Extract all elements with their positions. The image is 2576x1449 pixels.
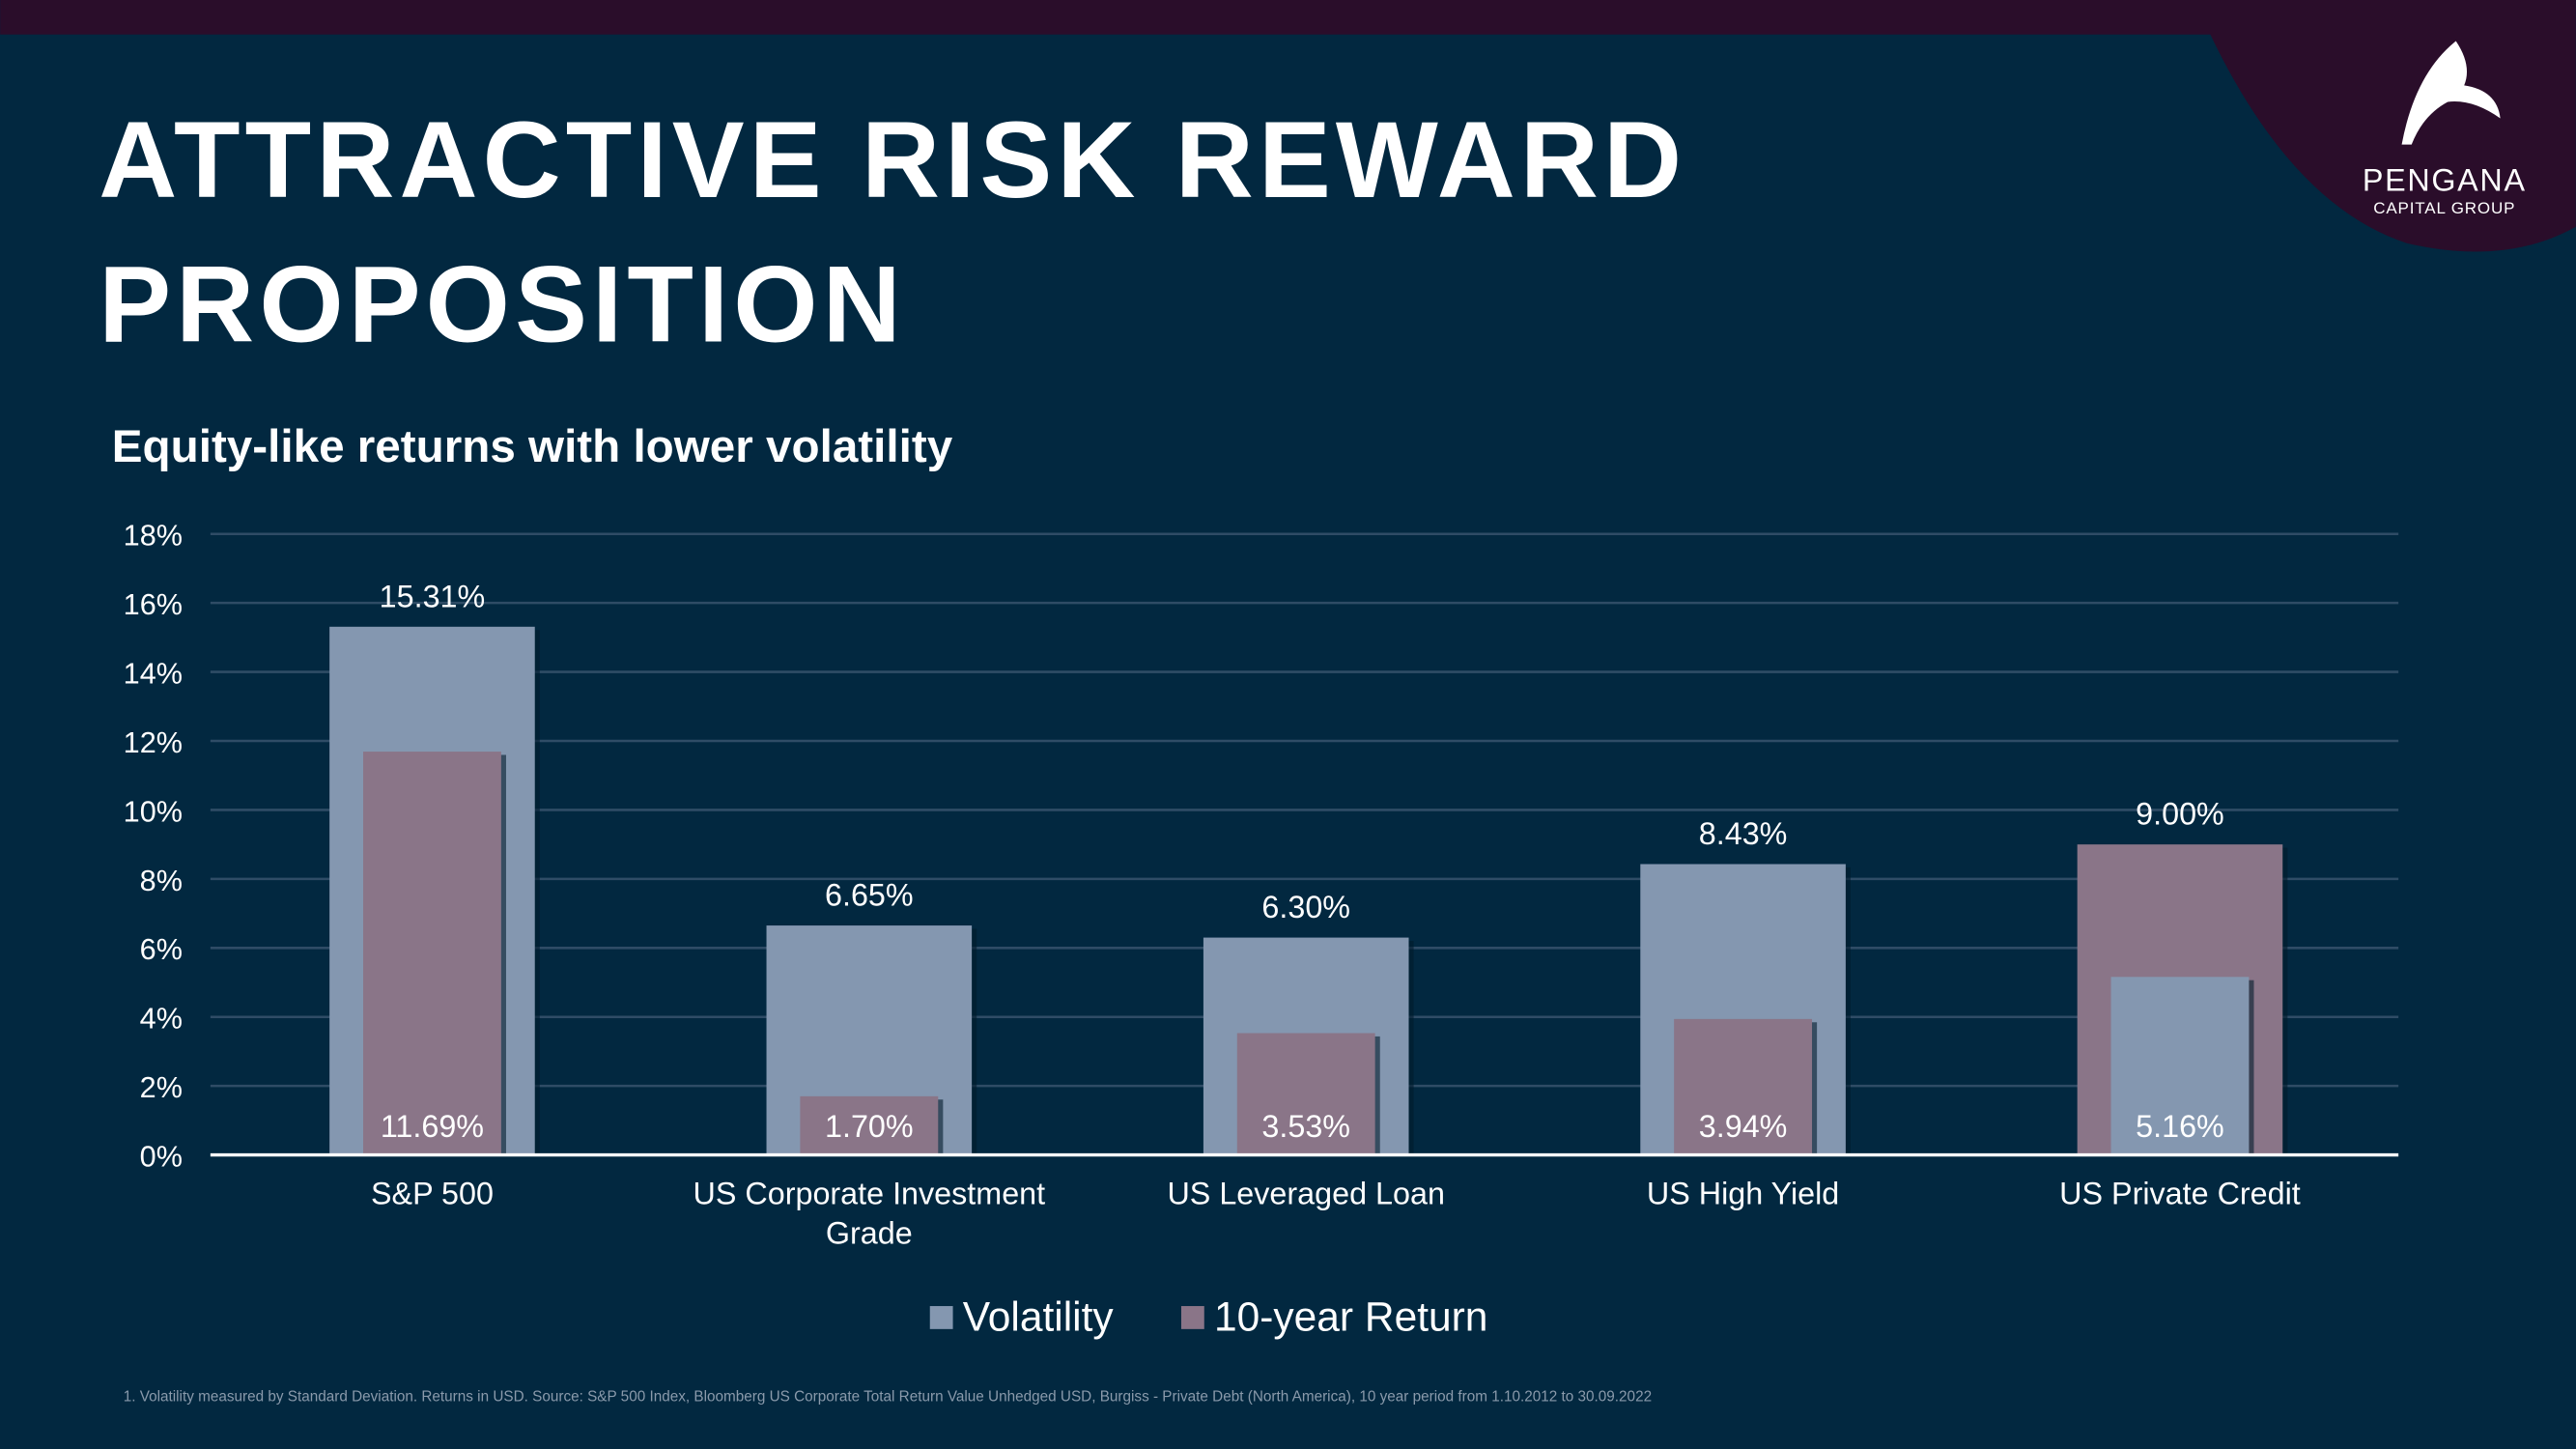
- bar: [1236, 1033, 1375, 1155]
- value-label: 9.00%: [2136, 797, 2224, 832]
- y-tick-label: 6%: [140, 933, 183, 966]
- x-tick-label-box: S&P 500: [370, 1178, 494, 1213]
- x-tick-label: US Corporate Investment Grade: [693, 1178, 1046, 1252]
- value-label: 6.65%: [825, 878, 914, 913]
- y-tick-label: 2%: [140, 1071, 183, 1104]
- legend-label: 10-year Return: [1214, 1295, 1487, 1341]
- x-tick-label: S&P 500: [370, 1178, 494, 1213]
- top-strip: [0, 0, 2576, 35]
- x-tick-label-box: US Private Credit: [2059, 1178, 2301, 1213]
- value-label: 3.53%: [1261, 1109, 1350, 1144]
- title-line: ATTRACTIVE RISK REWARD: [99, 99, 1686, 220]
- x-tick-label: US Leveraged Loan: [1167, 1178, 1445, 1213]
- bar: [800, 1095, 939, 1155]
- y-tick-label: 18%: [124, 520, 183, 553]
- plot: 0% 2% 4% 6% 8% 10% 12% 14% 16% 18% 15.31% 11.69% S&P…: [124, 520, 2399, 1341]
- title-line: PROPOSITION: [99, 243, 906, 365]
- legend-swatch: [1180, 1306, 1204, 1329]
- x-tick-label-box: US Leveraged Loan: [1167, 1178, 1445, 1213]
- logo-icon: [2401, 41, 2501, 145]
- value-label: 15.31%: [380, 579, 486, 613]
- y-tick-label: 0%: [140, 1140, 183, 1173]
- bar: [1674, 1018, 1813, 1155]
- chart-subtitle: Equity-like returns with lower volatilit…: [112, 421, 953, 472]
- y-tick-label: 14%: [124, 657, 183, 690]
- logo-background: [2209, 33, 2576, 252]
- value-label: 5.16%: [2136, 1109, 2224, 1144]
- x-tick-label: US High Yield: [1646, 1178, 1840, 1213]
- y-tick-label: 16%: [124, 588, 183, 621]
- x-tick-label-box: US High Yield: [1646, 1178, 1840, 1213]
- x-tick-label: US Private Credit: [2059, 1178, 2301, 1213]
- y-tick-label: 8%: [140, 865, 183, 897]
- value-label: 1.70%: [825, 1109, 914, 1144]
- footnote: 1. Volatility measured by Standard Devia…: [124, 1389, 1652, 1406]
- y-tick-label: 10%: [124, 795, 183, 828]
- value-label: 3.94%: [1699, 1109, 1788, 1144]
- bar: [363, 752, 501, 1155]
- value-label: 6.30%: [1261, 890, 1350, 924]
- value-label: 8.43%: [1699, 816, 1788, 851]
- bar: [2110, 977, 2250, 1155]
- x-tick-label-box: US Corporate Investment Grade: [693, 1178, 1046, 1252]
- y-tick-label: 12%: [124, 726, 183, 759]
- y-tick-label: 4%: [140, 1003, 183, 1036]
- logo-tagline: CAPITAL GROUP: [2373, 199, 2515, 217]
- legend-label: Volatility: [963, 1295, 1115, 1341]
- legend-swatch: [929, 1306, 953, 1329]
- value-label: 11.69%: [381, 1109, 484, 1144]
- logo-name: PENGANA: [2363, 162, 2527, 197]
